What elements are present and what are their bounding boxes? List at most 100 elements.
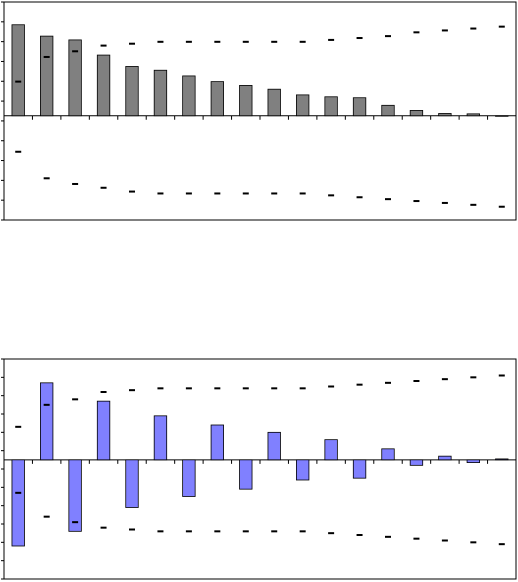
bar <box>352 97 367 117</box>
upper-bound-marker <box>356 383 363 386</box>
lower-bound-marker <box>214 192 221 195</box>
lower-bound-marker <box>72 182 79 185</box>
upper-bound-marker <box>185 40 192 43</box>
upper-bound-marker <box>413 31 420 34</box>
lower-bound-marker <box>498 205 505 208</box>
upper-bound-marker <box>72 50 79 53</box>
upper-bound-marker <box>100 44 107 47</box>
bar <box>210 81 224 117</box>
upper-bound-marker <box>470 376 477 379</box>
lower-bound-marker <box>470 541 477 544</box>
upper-bound-marker <box>299 387 306 390</box>
bar <box>466 459 480 463</box>
upper-bound-marker <box>385 35 391 38</box>
lower-bound-marker <box>299 530 306 533</box>
bar <box>409 459 424 466</box>
bar <box>381 448 395 461</box>
lower-bound-marker <box>100 186 107 189</box>
lower-bound-marker <box>185 192 192 195</box>
lower-bound-marker <box>242 192 249 195</box>
bar <box>324 96 338 117</box>
upper-bound-marker <box>15 80 22 83</box>
bar <box>267 88 281 117</box>
lower-bound-marker <box>328 194 335 197</box>
upper-bound-marker <box>328 385 335 388</box>
lower-bound-marker <box>129 190 135 193</box>
upper-bound-marker <box>299 40 306 43</box>
lower-bound-marker <box>299 192 306 195</box>
upper-bound-marker <box>72 398 79 401</box>
bar <box>182 75 196 117</box>
lower-bound-marker <box>43 177 50 180</box>
pacf-chart-panel <box>1 358 517 580</box>
upper-bound-marker <box>129 42 135 45</box>
bar <box>68 39 82 117</box>
bar <box>267 431 281 461</box>
lower-bound-marker <box>43 515 50 518</box>
bar <box>40 35 54 117</box>
bar <box>68 459 82 532</box>
upper-bound-marker <box>242 40 249 43</box>
lower-bound-marker <box>441 201 448 204</box>
lower-bound-marker <box>157 192 164 195</box>
upper-bound-marker <box>214 40 221 43</box>
lower-bound-marker <box>328 532 335 535</box>
bar <box>495 115 509 117</box>
upper-bound-marker <box>385 381 391 384</box>
lower-bound-marker <box>157 530 164 533</box>
bar <box>438 113 452 117</box>
bar <box>324 439 338 461</box>
bar <box>11 24 25 117</box>
upper-bound-marker <box>15 425 22 428</box>
bar <box>296 459 310 481</box>
lower-bound-marker <box>385 535 391 538</box>
bar <box>96 400 111 461</box>
bar <box>210 424 224 461</box>
upper-bound-marker <box>441 29 448 32</box>
bar <box>409 110 424 117</box>
bar <box>153 415 168 461</box>
upper-bound-marker <box>271 40 278 43</box>
upper-bound-marker <box>498 374 505 377</box>
lower-bound-marker <box>441 539 448 542</box>
bar <box>96 54 111 117</box>
lower-bound-marker <box>385 198 391 201</box>
bar <box>239 459 253 490</box>
bar <box>438 455 452 461</box>
upper-bound-marker <box>470 27 477 30</box>
upper-bound-marker <box>100 391 107 393</box>
bar <box>296 94 310 117</box>
lower-bound-marker <box>185 530 192 533</box>
lower-bound-marker <box>356 534 363 536</box>
lower-bound-marker <box>15 150 22 153</box>
upper-bound-marker <box>129 389 135 392</box>
upper-bound-marker <box>157 387 164 390</box>
upper-bound-marker <box>43 403 50 406</box>
bar <box>381 104 395 117</box>
bar <box>466 113 480 117</box>
upper-bound-marker <box>214 387 221 390</box>
bar <box>153 69 168 117</box>
upper-bound-marker <box>328 38 335 41</box>
lower-bound-marker <box>100 526 107 529</box>
bar <box>239 85 253 117</box>
upper-bound-marker <box>413 380 420 382</box>
upper-bound-marker <box>185 387 192 390</box>
bar <box>495 458 509 461</box>
upper-bound-marker <box>43 55 50 58</box>
lower-bound-marker <box>15 491 22 494</box>
upper-bound-marker <box>356 37 363 40</box>
bar <box>352 459 367 479</box>
upper-bound-marker <box>498 25 505 28</box>
bar <box>125 459 139 508</box>
upper-bound-marker <box>157 40 164 43</box>
lower-bound-marker <box>498 543 505 546</box>
upper-bound-marker <box>441 378 448 381</box>
lower-bound-marker <box>242 530 249 533</box>
bar <box>40 382 54 461</box>
lower-bound-marker <box>413 537 420 540</box>
lower-bound-marker <box>72 521 79 524</box>
acf-chart-panel <box>1 1 517 221</box>
upper-bound-marker <box>242 387 249 390</box>
upper-bound-marker <box>271 387 278 390</box>
